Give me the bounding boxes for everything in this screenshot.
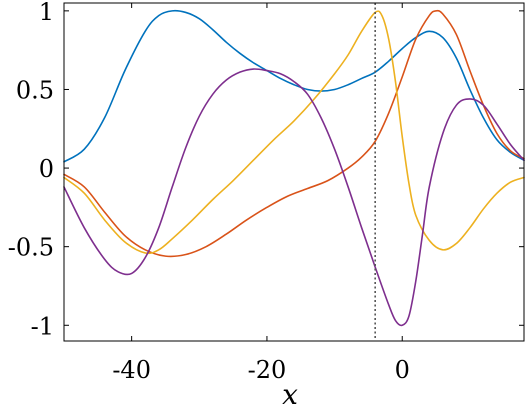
series-layer xyxy=(63,9,525,327)
y-tick-label: -1 xyxy=(31,312,54,340)
x-tick-label: -20 xyxy=(248,356,287,384)
plot-frame xyxy=(63,2,525,342)
ticks-layer xyxy=(64,3,524,341)
series-line-1 xyxy=(63,9,525,163)
y-tick-label: 1 xyxy=(39,0,54,26)
y-tick-label: 0 xyxy=(39,155,54,183)
tick-labels-layer: -40 -20 0 1 0.5 0 -0.5 -1 xyxy=(8,0,410,384)
series-line-4 xyxy=(63,68,525,327)
x-tick-label: 0 xyxy=(395,356,410,384)
x-tick-label: -40 xyxy=(112,356,151,384)
series-line-3 xyxy=(63,10,525,255)
x-axis-title: x xyxy=(282,378,298,409)
y-tick-label: -0.5 xyxy=(8,234,54,262)
series-line-2 xyxy=(63,9,525,258)
y-tick-label: 0.5 xyxy=(16,76,54,104)
